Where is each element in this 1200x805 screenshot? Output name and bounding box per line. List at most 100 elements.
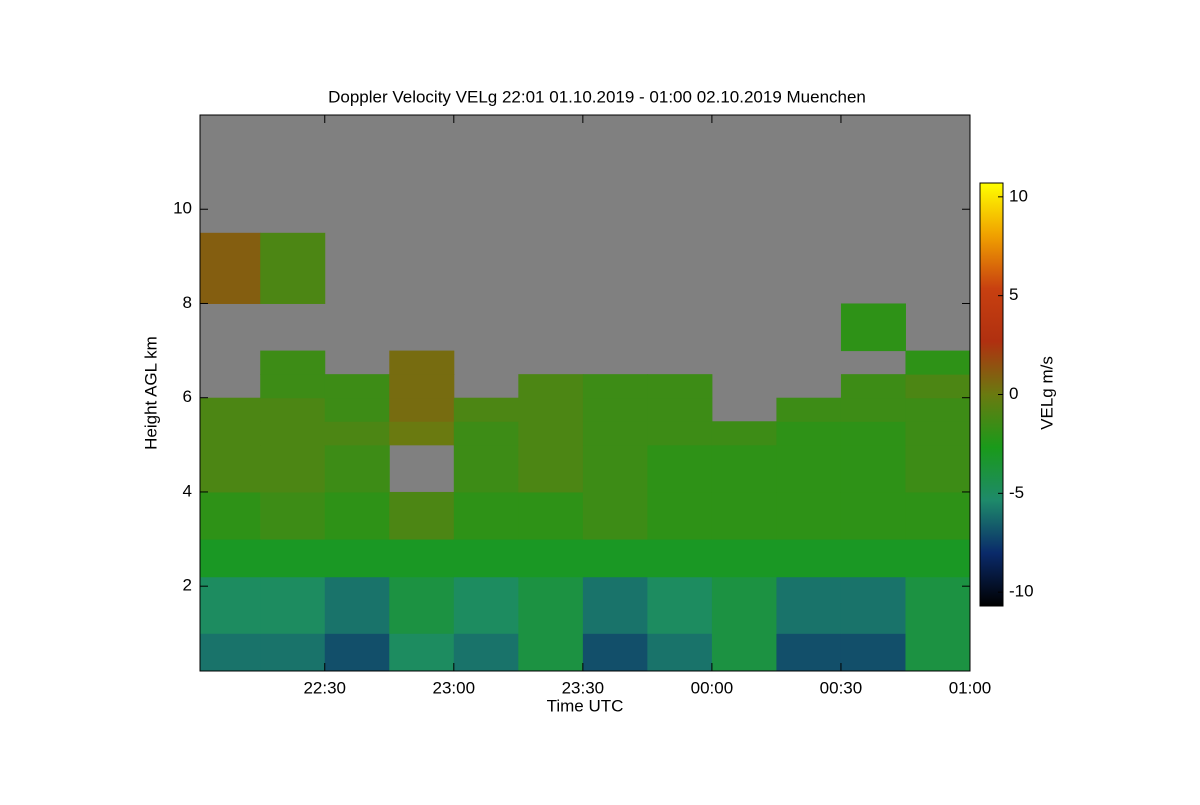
heatmap-cell — [200, 397, 261, 422]
heatmap-cell — [776, 491, 842, 540]
heatmap-cell — [324, 633, 390, 672]
x-tick-label: 00:30 — [820, 678, 863, 697]
heatmap-cell — [453, 576, 519, 634]
heatmap-cell — [260, 576, 326, 634]
heatmap-cell — [905, 397, 971, 422]
heatmap-cell — [200, 491, 261, 540]
heatmap-cell — [200, 539, 261, 578]
x-tick-label: 00:00 — [691, 678, 734, 697]
heatmap-cell — [905, 576, 971, 634]
colorbar-tick-label: -10 — [1009, 582, 1034, 601]
heatmap-cell — [647, 539, 713, 578]
heatmap-cell — [647, 421, 713, 446]
heatmap-cell — [324, 374, 390, 399]
heatmap-cell — [389, 539, 455, 578]
heatmap-cell — [905, 633, 971, 672]
x-tick-label: 23:00 — [433, 678, 476, 697]
y-tick-label: 2 — [183, 576, 192, 595]
heatmap-cell — [582, 421, 648, 446]
heatmap-cell — [905, 374, 971, 399]
heatmap-cell — [647, 633, 713, 672]
heatmap-cell — [453, 421, 519, 446]
y-tick-label: 10 — [173, 199, 192, 218]
heatmap-cell — [582, 374, 648, 399]
heatmap-cell — [905, 444, 971, 493]
heatmap-cell — [518, 633, 584, 672]
heatmap-cell — [711, 491, 777, 540]
heatmap-cell — [200, 576, 261, 634]
heatmap-cell — [453, 539, 519, 578]
x-axis-label: Time UTC — [547, 696, 624, 715]
heatmap-cell — [260, 444, 326, 493]
x-tick-label: 23:30 — [562, 678, 605, 697]
heatmap-cell — [389, 397, 455, 422]
heatmap-cell — [453, 633, 519, 672]
heatmap-cell — [840, 397, 906, 422]
heatmap-cell — [453, 491, 519, 540]
heatmap-cell — [711, 539, 777, 578]
heatmap-cell — [711, 421, 777, 446]
heatmap-cell — [840, 444, 906, 493]
heatmap-cell — [389, 421, 455, 446]
heatmap-cell — [647, 374, 713, 399]
heatmap-cell — [776, 576, 842, 634]
heatmap-cell — [324, 491, 390, 540]
heatmap-cell — [582, 491, 648, 540]
heatmap-cell — [260, 633, 326, 672]
heatmap-cell — [260, 491, 326, 540]
heatmap-cell — [647, 397, 713, 422]
heatmap-cell — [260, 350, 326, 375]
heatmap-cell — [200, 232, 261, 304]
heatmap-cell — [518, 397, 584, 422]
heatmap-cell — [840, 491, 906, 540]
heatmap-cell — [582, 633, 648, 672]
y-axis-label: Height AGL km — [141, 336, 160, 450]
heatmap-cell — [518, 576, 584, 634]
heatmap-cell — [582, 576, 648, 634]
heatmap-cell — [324, 397, 390, 422]
colorbar-tick-label: 5 — [1009, 285, 1018, 304]
heatmap-cell — [453, 444, 519, 493]
heatmap-cell — [905, 421, 971, 446]
heatmap-cell — [776, 397, 842, 422]
heatmap-cell — [324, 421, 390, 446]
heatmap-cell — [582, 539, 648, 578]
heatmap-cell — [389, 374, 455, 399]
heatmap-cell — [389, 350, 455, 375]
heatmap-cell — [905, 539, 971, 578]
heatmap-cell — [647, 576, 713, 634]
x-tick-label: 22:30 — [303, 678, 346, 697]
x-tick-label: 01:00 — [949, 678, 992, 697]
heatmap-cell — [200, 633, 261, 672]
heatmap-cell — [840, 421, 906, 446]
heatmap-cell — [776, 421, 842, 446]
heatmap-cell — [711, 633, 777, 672]
heatmap-cell — [260, 374, 326, 399]
heatmap-cell — [840, 303, 906, 352]
heatmap-cell — [518, 421, 584, 446]
chart-title: Doppler Velocity VELg 22:01 01.10.2019 -… — [328, 87, 866, 106]
heatmap-cell — [711, 444, 777, 493]
heatmap-cell — [389, 491, 455, 540]
heatmap-cell — [647, 444, 713, 493]
heatmap-cell — [518, 539, 584, 578]
heatmap-cell — [840, 539, 906, 578]
heatmap-cell — [647, 491, 713, 540]
heatmap-cell — [840, 633, 906, 672]
y-tick-label: 6 — [183, 387, 192, 406]
heatmap-cell — [324, 576, 390, 634]
heatmap-cell — [453, 397, 519, 422]
heatmap-cell — [711, 576, 777, 634]
heatmap-cell — [776, 633, 842, 672]
heatmap-cell — [518, 491, 584, 540]
y-tick-label: 8 — [183, 293, 192, 312]
heatmap-cell — [260, 232, 326, 304]
heatmap-cell — [260, 397, 326, 422]
y-tick-label: 4 — [183, 481, 192, 500]
colorbar-tick-label: 10 — [1009, 186, 1028, 205]
heatmap-cell — [260, 539, 326, 578]
colorbar-label: VELg m/s — [1037, 356, 1056, 430]
heatmap-cell — [260, 421, 326, 446]
heatmap-cell — [200, 421, 261, 446]
